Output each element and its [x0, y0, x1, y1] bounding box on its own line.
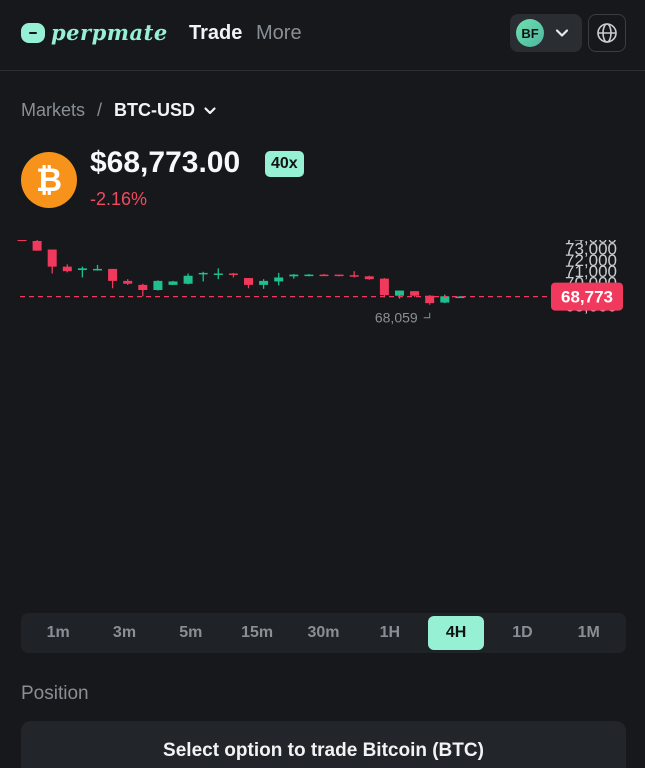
candle-body	[425, 295, 435, 304]
breadcrumb-markets-link[interactable]: Markets	[21, 100, 86, 120]
candle-body	[289, 274, 299, 277]
candle-body	[349, 275, 359, 277]
position-label: Position	[21, 683, 89, 704]
candle-body	[274, 277, 284, 282]
brand-name: perpmate	[51, 20, 168, 45]
candle-body	[379, 278, 389, 296]
candle-body	[47, 249, 57, 267]
breadcrumb-separator: /	[97, 100, 103, 120]
candle-body	[410, 291, 420, 296]
timeframe-1m-button[interactable]: 1m	[46, 624, 70, 641]
logo-mark-icon	[21, 22, 45, 43]
timeframe-selector: 1m 3m 5m 15m 30m 1H 4H 1D 1M	[21, 613, 626, 653]
bitcoin-icon: ₿	[21, 152, 77, 208]
timeframe-30m-button[interactable]: 30m	[307, 624, 340, 641]
candle-body	[213, 273, 223, 275]
timeframe-15m-button[interactable]: 15m	[241, 624, 274, 641]
candle-body	[93, 268, 102, 271]
current-price-label: 68,773	[561, 288, 613, 307]
candle-body	[138, 284, 148, 291]
y-axis-tick-label: 73,000	[565, 240, 617, 258]
candle-body	[259, 280, 269, 285]
avatar: BF	[516, 19, 544, 47]
candle-body	[244, 278, 253, 285]
timeframe-1d-button[interactable]: 1D	[512, 624, 533, 641]
market-selector[interactable]: BTC-USD	[114, 100, 196, 120]
candle-body	[183, 275, 193, 284]
candle-body	[304, 274, 314, 277]
low-marker	[423, 312, 431, 319]
timeframe-1h-button[interactable]: 1H	[379, 624, 401, 641]
nav-more[interactable]: More	[256, 22, 302, 44]
y-axis-tick-label: 72,000	[565, 251, 617, 270]
price-change: -2.16%	[90, 189, 148, 209]
globe-icon	[597, 23, 617, 43]
trade-option-card[interactable]: Select option to trade Bitcoin (BTC)	[21, 721, 626, 768]
nav-trade[interactable]: Trade	[189, 22, 243, 44]
candle-body	[228, 273, 238, 275]
chevron-down-icon	[555, 29, 569, 37]
candle-body	[108, 268, 118, 281]
top-header: perpmate Trade More BF	[0, 0, 645, 71]
candle-body	[62, 266, 72, 272]
candle-body	[123, 280, 133, 284]
candle-body	[32, 240, 42, 251]
candle-body	[319, 274, 329, 277]
y-axis-tick-label: 74,000	[565, 240, 617, 247]
candle-body	[364, 276, 374, 280]
candle-body	[440, 296, 450, 303]
candle-body	[395, 290, 404, 296]
breadcrumb: Markets / BTC-USD	[21, 100, 217, 121]
candle-body	[17, 240, 27, 241]
timeframe-3m-button[interactable]: 3m	[112, 624, 137, 641]
price-chart[interactable]: 75,00074,00073,00072,00071,00070,00068,0…	[0, 240, 645, 585]
low-price-label: 68,059	[375, 310, 418, 326]
y-axis-tick-label: 71,000	[565, 262, 617, 281]
candle-body	[153, 280, 163, 291]
leverage-badge: 40x	[265, 151, 304, 177]
current-price-tag	[551, 282, 623, 311]
candle-body	[168, 281, 178, 285]
chevron-down-icon[interactable]	[203, 104, 217, 118]
timeframe-4h-button[interactable]: 4H	[428, 616, 485, 650]
current-price: $68,773.00	[90, 146, 241, 179]
candle-body	[198, 272, 208, 275]
timeframe-5m-button[interactable]: 5m	[179, 624, 203, 641]
candle-body	[455, 296, 465, 299]
language-button[interactable]	[588, 14, 626, 52]
candle-body	[334, 274, 344, 277]
trade-option-prompt: Select option to trade Bitcoin (BTC)	[163, 740, 484, 761]
brand-logo[interactable]: perpmate	[21, 20, 168, 45]
account-menu-button[interactable]: BF	[510, 14, 582, 52]
candle-body	[77, 268, 87, 271]
timeframe-1m-button[interactable]: 1M	[577, 624, 600, 641]
